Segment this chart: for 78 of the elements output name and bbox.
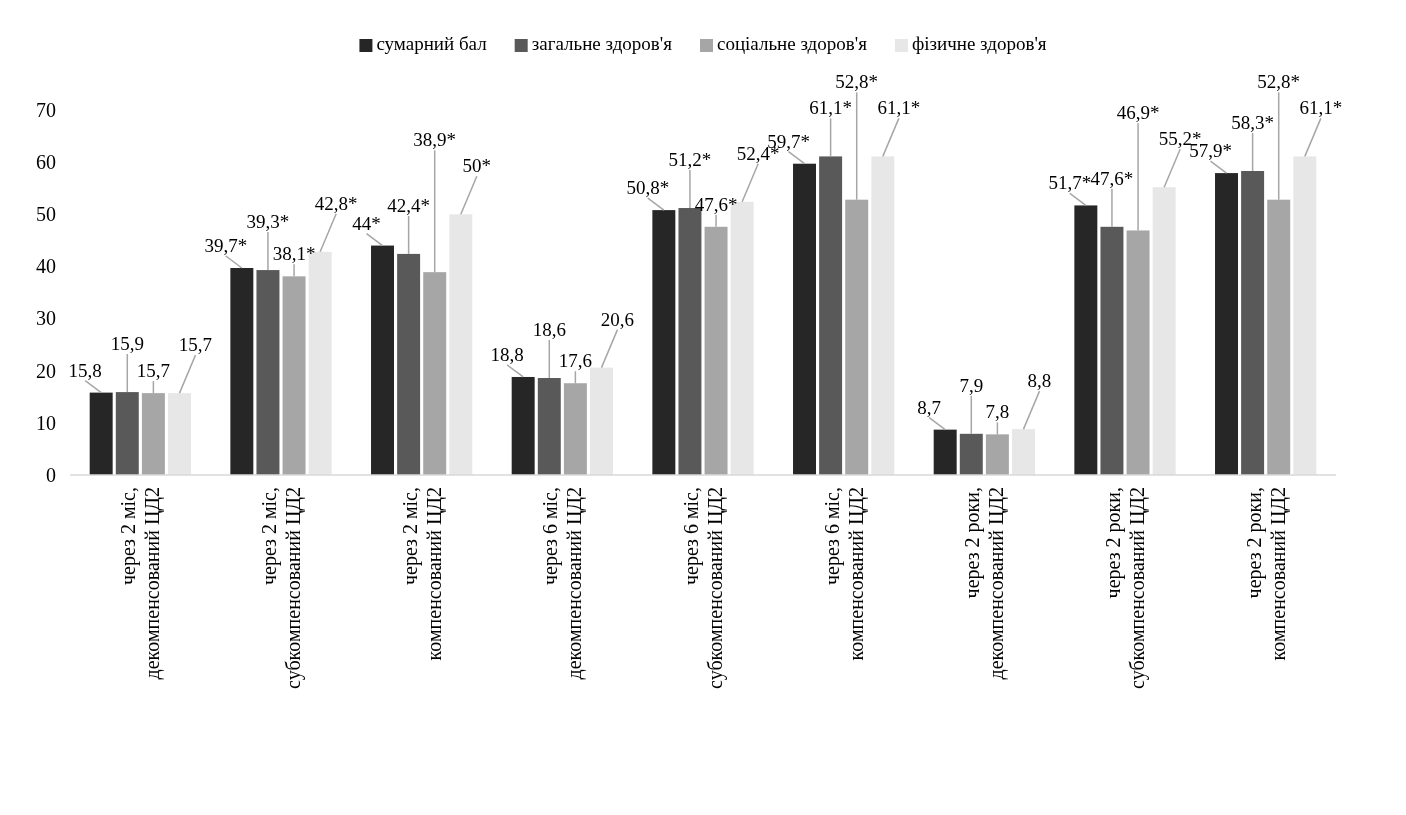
bar bbox=[397, 253, 421, 475]
y-tick-label: 40 bbox=[36, 255, 56, 278]
data-label: 42,8* bbox=[314, 192, 358, 214]
bar bbox=[256, 270, 280, 475]
x-tick-label: через 2 міс, декомпенсований ЦД2 bbox=[117, 487, 165, 680]
y-tick-label: 50 bbox=[36, 203, 56, 226]
bar bbox=[1012, 429, 1035, 475]
data-label: 7,8 bbox=[985, 401, 1010, 423]
data-label: 15,7 bbox=[178, 334, 213, 356]
bar bbox=[1074, 205, 1098, 475]
data-label: 52,8* bbox=[1257, 71, 1301, 93]
bar bbox=[845, 199, 869, 475]
data-label: 20,6 bbox=[600, 308, 635, 330]
bar bbox=[590, 367, 613, 475]
bar bbox=[449, 214, 473, 475]
bar bbox=[933, 429, 957, 475]
bar bbox=[985, 434, 1009, 475]
legend-label: фізичне здоров'я bbox=[911, 33, 1047, 54]
y-tick-label: 20 bbox=[36, 359, 56, 382]
legend-label: загальне здоров'я bbox=[531, 33, 673, 54]
bar bbox=[1215, 173, 1238, 475]
bar bbox=[89, 392, 113, 475]
y-tick-label: 0 bbox=[46, 463, 56, 486]
bar bbox=[423, 272, 447, 475]
data-label: 8,7 bbox=[917, 396, 942, 418]
data-label: 61,1* bbox=[809, 97, 852, 119]
bar bbox=[1126, 230, 1150, 475]
bar bbox=[511, 376, 535, 475]
bar bbox=[1152, 187, 1176, 475]
data-label: 15,8 bbox=[68, 359, 102, 381]
data-label: 8,8 bbox=[1027, 370, 1052, 392]
legend-label: сумарний бал bbox=[376, 33, 488, 54]
data-label: 47,6* bbox=[694, 193, 738, 215]
data-label: 52,8* bbox=[835, 71, 879, 93]
data-label: 47,6* bbox=[1090, 167, 1134, 189]
bar bbox=[1293, 156, 1317, 475]
data-label: 46,9* bbox=[1116, 102, 1160, 124]
bar bbox=[537, 378, 561, 475]
data-label: 50* bbox=[462, 155, 492, 177]
bar bbox=[871, 156, 895, 475]
bar bbox=[168, 393, 191, 475]
data-label: 7,9 bbox=[959, 374, 984, 396]
data-label: 18,6 bbox=[532, 319, 566, 341]
data-label: 61,1* bbox=[877, 97, 921, 119]
data-label: 18,8 bbox=[490, 343, 524, 365]
bar bbox=[652, 210, 676, 475]
y-tick-label: 70 bbox=[36, 98, 56, 121]
y-tick-label: 60 bbox=[36, 151, 56, 174]
bar bbox=[371, 245, 394, 475]
y-tick-label: 30 bbox=[36, 307, 56, 330]
bar bbox=[793, 163, 816, 475]
bar bbox=[959, 433, 983, 475]
data-label: 39,7* bbox=[204, 234, 248, 256]
bar bbox=[704, 226, 728, 475]
bar bbox=[141, 393, 165, 475]
data-label: 17,6 bbox=[558, 350, 593, 372]
bar bbox=[1100, 226, 1124, 475]
bar bbox=[563, 383, 587, 475]
bar bbox=[282, 276, 306, 475]
bar bbox=[1241, 171, 1265, 475]
bar bbox=[819, 156, 843, 475]
data-label: 51,7* bbox=[1048, 172, 1092, 194]
data-label: 44* bbox=[352, 212, 381, 234]
data-label: 51,2* bbox=[668, 149, 712, 171]
y-tick-label: 10 bbox=[36, 411, 56, 434]
data-label: 42,4* bbox=[387, 194, 430, 216]
data-label: 61,1* bbox=[1299, 97, 1343, 119]
data-label: 38,9* bbox=[413, 129, 457, 151]
data-label: 50,8* bbox=[626, 177, 670, 199]
data-label: 15,7 bbox=[136, 360, 171, 382]
bar bbox=[115, 392, 139, 475]
legend-label: соціальне здоров'я bbox=[716, 33, 868, 54]
bar bbox=[230, 267, 254, 475]
bar bbox=[1267, 199, 1291, 475]
data-label: 58,3* bbox=[1231, 112, 1274, 134]
data-label: 38,1* bbox=[272, 243, 316, 265]
data-label: 15,9 bbox=[110, 333, 144, 355]
data-label: 39,3* bbox=[246, 211, 290, 233]
